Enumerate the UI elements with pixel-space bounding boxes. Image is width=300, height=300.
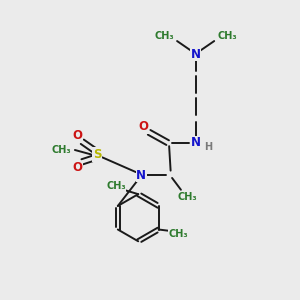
- Text: O: O: [138, 120, 148, 133]
- Text: CH₃: CH₃: [178, 192, 197, 202]
- Text: CH₃: CH₃: [169, 229, 188, 239]
- Text: CH₃: CH₃: [217, 31, 237, 41]
- Text: S: S: [93, 148, 101, 161]
- Text: N: N: [190, 136, 201, 149]
- Text: CH₃: CH₃: [51, 145, 71, 155]
- Text: O: O: [73, 161, 83, 174]
- Text: H: H: [204, 142, 212, 152]
- Text: N: N: [190, 48, 201, 61]
- Text: CH₃: CH₃: [106, 181, 126, 191]
- Text: O: O: [73, 129, 83, 142]
- Text: N: N: [136, 169, 146, 182]
- Text: CH₃: CH₃: [154, 31, 174, 41]
